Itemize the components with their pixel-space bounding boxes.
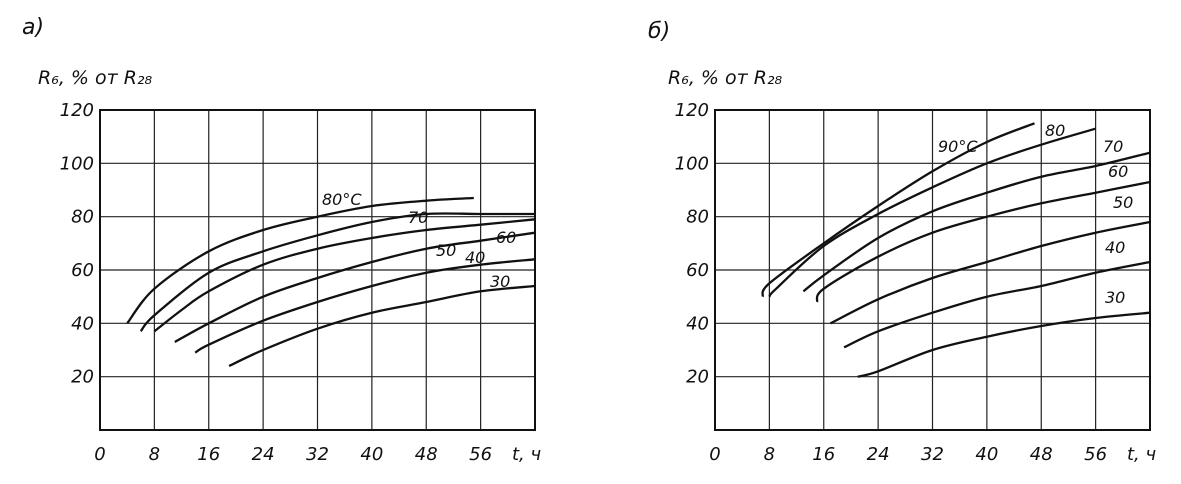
x-tick-label: 56 [469, 444, 492, 465]
y-axis-label: R₆, % от R₂₈ [38, 67, 153, 89]
x-tick-label: 16 [197, 444, 220, 465]
plot-frame [714, 109, 1151, 431]
y-tick-label: 80 [71, 207, 94, 228]
x-tick-label: 24 [252, 444, 275, 465]
series-line [843, 260, 1151, 349]
series-label: 60 [1108, 162, 1128, 181]
series-label: 30 [490, 272, 510, 291]
y-tick-label: 60 [71, 260, 94, 281]
series-label: 40 [1105, 238, 1125, 257]
x-tick-label: 48 [1030, 444, 1053, 465]
series-line [194, 258, 536, 354]
series-line [768, 127, 1096, 298]
series-line [126, 196, 474, 325]
y-tick-label: 20 [71, 367, 94, 388]
series-line [139, 212, 535, 333]
x-tick-label: 0 [94, 444, 105, 465]
y-tick-label: 20 [686, 367, 709, 388]
x-tick-label: 32 [921, 444, 944, 465]
series-label: 50 [436, 241, 456, 260]
x-tick-label: 0 [709, 444, 720, 465]
x-tick-label: 24 [867, 444, 890, 465]
y-tick-label: 120 [675, 100, 709, 121]
y-tick-label: 120 [60, 100, 94, 121]
series-label: 40 [465, 248, 485, 267]
series-line [857, 311, 1151, 378]
series-line [815, 180, 1151, 303]
panel-label: а) [22, 15, 44, 40]
series-line [761, 122, 1035, 298]
y-axis-label: R₆, % от R₂₈ [668, 67, 783, 89]
x-tick-label: 40 [360, 444, 383, 465]
x-tick-label: 8 [149, 444, 160, 465]
series-line [174, 231, 536, 344]
y-tick-label: 100 [675, 153, 709, 174]
x-tick-label: 16 [812, 444, 835, 465]
series-label: 70 [1103, 137, 1123, 156]
x-axis-label: t, ч [1127, 444, 1156, 465]
chart-b: б) R₆, % от R₂₈ t, ч 0 8 16 24 32 40 48 56 20 40 60 80… [648, 19, 1156, 465]
x-tick-label: 56 [1084, 444, 1107, 465]
panel-label: б) [648, 19, 670, 44]
y-tick-label: 40 [686, 313, 709, 334]
plot-frame [99, 109, 536, 431]
x-tick-label: 40 [975, 444, 998, 465]
series-label: 80°C [322, 190, 362, 209]
y-tick-label: 60 [686, 260, 709, 281]
chart-a: а) R₆, % от R₂₈ t, ч 0 8 16 24 32 40 48 56 20 40 60 80… [22, 15, 541, 465]
series-label: 50 [1113, 193, 1133, 212]
x-tick-label: 32 [306, 444, 329, 465]
y-tick-label: 80 [686, 207, 709, 228]
series-label: 30 [1105, 288, 1125, 307]
series-line [153, 218, 536, 333]
x-axis-label: t, ч [512, 444, 541, 465]
series-label: 90°C [938, 137, 978, 156]
x-tick-label: 48 [415, 444, 438, 465]
y-tick-label: 100 [60, 153, 94, 174]
series-line [802, 151, 1151, 293]
series-line [829, 220, 1151, 325]
series-label: 80 [1045, 121, 1065, 140]
y-tick-label: 40 [71, 313, 94, 334]
series-line [228, 284, 536, 368]
series-label: 70 [408, 208, 428, 227]
x-tick-label: 8 [764, 444, 775, 465]
